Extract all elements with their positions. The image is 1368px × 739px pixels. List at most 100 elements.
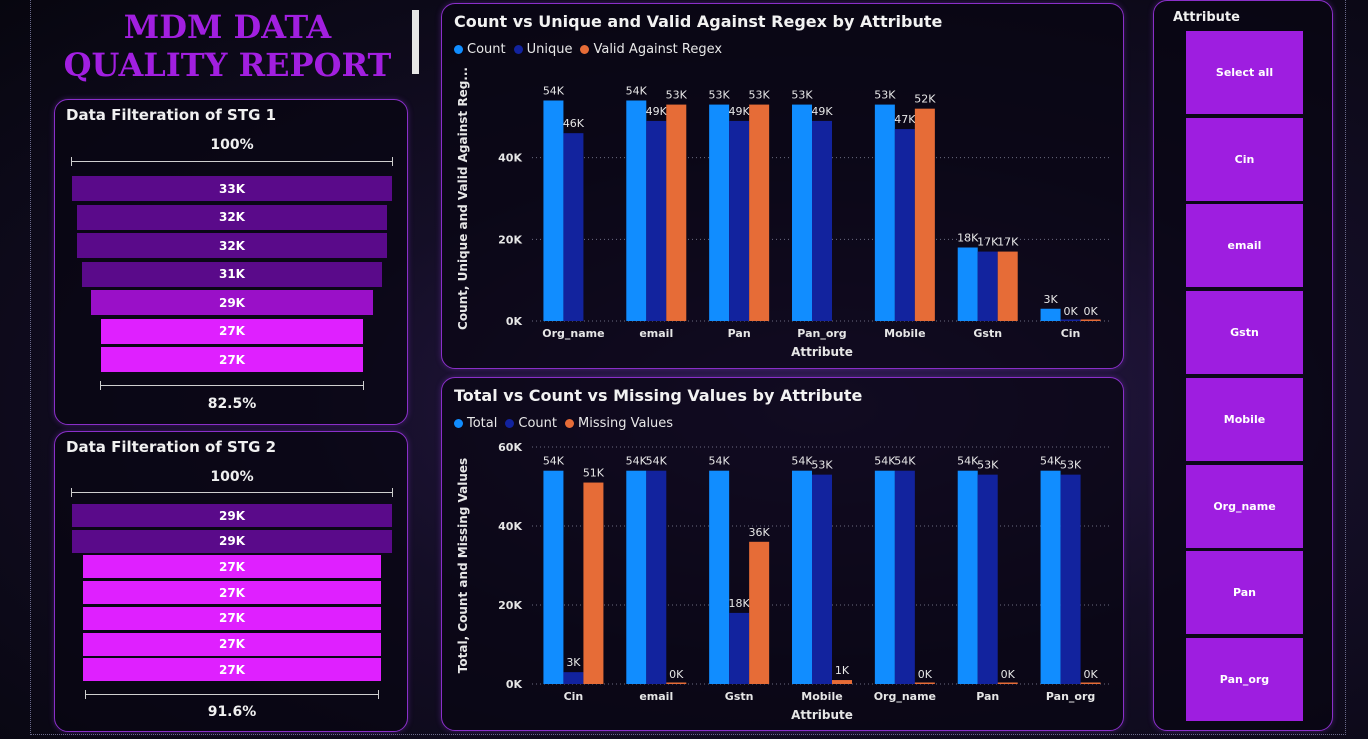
data-label: 54K — [709, 455, 731, 468]
stg1-bottom-line — [100, 385, 364, 386]
chart1-legend: Count Unique Valid Against Regex — [454, 42, 722, 57]
data-label: 53K — [874, 89, 896, 102]
data-label: 1K — [835, 664, 850, 677]
slicer-item-email[interactable]: email — [1186, 204, 1303, 288]
bar — [709, 470, 730, 684]
slicer-item-gstn[interactable]: Gstn — [1186, 291, 1303, 375]
funnel-bar[interactable]: 33K — [72, 176, 392, 201]
funnel-bar[interactable]: 32K — [76, 233, 388, 258]
funnel-bar[interactable]: 27K — [101, 347, 363, 372]
x-tick-label: Pan_org — [797, 327, 846, 340]
funnel-bar[interactable]: 27K — [83, 581, 381, 605]
data-label: 54K — [646, 455, 668, 468]
funnel-bar[interactable]: 31K — [81, 261, 383, 287]
bar — [1060, 474, 1081, 684]
funnel-bar[interactable]: 32K — [76, 204, 388, 230]
legend-item-unique[interactable]: Unique — [513, 42, 573, 57]
legend-item-missing[interactable]: Missing Values — [564, 416, 674, 431]
y-tick-label: 0K — [506, 315, 523, 328]
slicer-item-cin[interactable]: Cin — [1186, 117, 1303, 201]
bar — [666, 682, 687, 684]
chart2-legend: Total Count Missing Values — [454, 416, 673, 431]
legend-dot — [564, 419, 574, 428]
bar — [709, 104, 730, 321]
legend-item-valid-regex[interactable]: Valid Against Regex — [580, 42, 722, 57]
slicer-item-org-name[interactable]: Org_name — [1186, 464, 1303, 548]
funnel-bar[interactable]: 27K — [83, 555, 381, 579]
legend-dot — [505, 419, 515, 428]
x-axis-title: Attribute — [791, 345, 853, 359]
x-tick-label: Org_name — [542, 327, 604, 340]
legend-label: Count — [467, 42, 506, 57]
x-tick-label: Mobile — [801, 690, 842, 703]
bar — [914, 682, 935, 684]
y-tick-label: 40K — [498, 152, 522, 165]
slicer-item-pan[interactable]: Pan — [1186, 551, 1303, 635]
bar — [957, 470, 978, 684]
funnel-bar[interactable]: 27K — [101, 318, 363, 344]
chart-count-unique-valid-panel: Count vs Unique and Valid Against Regex … — [441, 3, 1124, 369]
data-label: 52K — [914, 93, 936, 106]
bar — [666, 104, 687, 321]
slicer-item-pan-org[interactable]: Pan_org — [1186, 637, 1303, 721]
slicer-item-select-all[interactable]: Select all — [1186, 31, 1303, 114]
y-tick-label: 20K — [498, 233, 522, 246]
bar — [543, 100, 564, 321]
y-tick-label: 20K — [498, 599, 522, 612]
x-tick-label: Gstn — [973, 327, 1002, 340]
bar — [626, 470, 647, 684]
funnel-bar[interactable]: 27K — [83, 658, 381, 682]
x-tick-label: Org_name — [874, 690, 936, 703]
x-axis-title: Attribute — [791, 708, 853, 722]
data-label: 54K — [957, 455, 979, 468]
stg2-funnel-panel: Data Filteration of STG 2 100% 29K 29K 27K… — [54, 431, 408, 732]
data-label: 17K — [997, 236, 1019, 249]
data-label: 0K — [1083, 668, 1098, 681]
bar — [894, 129, 915, 321]
legend-label: Unique — [526, 42, 573, 57]
funnel-bar[interactable]: 27K — [83, 632, 381, 656]
bar — [894, 470, 915, 684]
stg1-bottom-tick-right — [363, 381, 364, 390]
legend-item-count[interactable]: Count — [454, 42, 506, 57]
bar — [832, 680, 852, 684]
y-tick-label: 40K — [498, 520, 522, 533]
data-label: 17K — [977, 236, 999, 249]
data-label: 53K — [749, 89, 771, 102]
data-label: 46K — [563, 117, 585, 130]
legend-dot — [580, 45, 590, 54]
chart1-title: Count vs Unique and Valid Against Regex … — [454, 12, 943, 31]
legend-label: Count — [518, 416, 557, 431]
legend-dot — [454, 45, 463, 54]
stg2-bottom-percent: 91.6% — [207, 704, 257, 720]
legend-item-total[interactable]: Total — [454, 416, 497, 431]
data-label: 54K — [894, 455, 916, 468]
bar — [997, 251, 1018, 321]
bar — [977, 474, 998, 684]
funnel-bar[interactable]: 29K — [91, 290, 373, 315]
funnel-bar[interactable]: 27K — [83, 606, 381, 630]
chart-total-count-missing-panel: Total vs Count vs Missing Values by Attr… — [441, 377, 1124, 731]
funnel-bar[interactable]: 29K — [72, 529, 392, 553]
data-label: 18K — [957, 232, 979, 245]
bar — [792, 104, 812, 321]
bar — [1060, 319, 1081, 321]
bar — [749, 104, 770, 321]
bar — [563, 672, 584, 684]
data-label: 53K — [709, 89, 731, 102]
legend-label: Missing Values — [577, 416, 674, 431]
stg2-bottom-line — [85, 694, 379, 695]
stg1-bottom-percent: 82.5% — [207, 396, 257, 412]
x-tick-label: Cin — [1061, 327, 1081, 340]
data-label: 49K — [646, 105, 668, 118]
data-label: 54K — [543, 85, 565, 98]
chart2-title: Total vs Count vs Missing Values by Attr… — [454, 386, 863, 405]
bar — [626, 100, 647, 321]
stg2-funnel-title: Data Filteration of STG 2 — [66, 438, 277, 456]
dashboard-frame — [30, 0, 1346, 735]
funnel-bar[interactable]: 29K — [72, 504, 392, 527]
y-axis-title: Count, Unique and Valid Against Reg... — [456, 67, 470, 330]
slicer-item-mobile[interactable]: Mobile — [1186, 377, 1303, 461]
legend-item-count[interactable]: Count — [505, 416, 557, 431]
attribute-slicer-panel: Attribute Select all Cin email Gstn Mobile Or… — [1153, 0, 1333, 731]
